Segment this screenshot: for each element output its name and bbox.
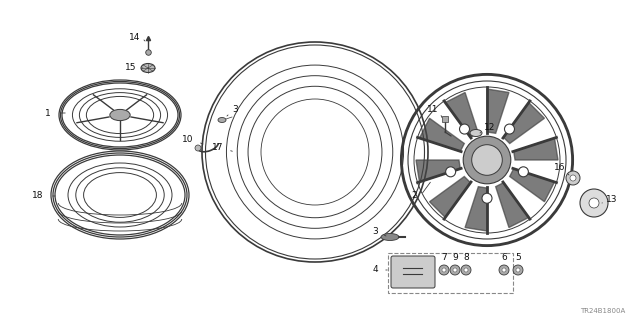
Circle shape [460,124,470,134]
Circle shape [464,268,468,272]
Circle shape [461,265,471,275]
Text: 6: 6 [501,252,507,261]
Text: 18: 18 [32,191,44,201]
Ellipse shape [381,234,399,241]
Text: 12: 12 [484,124,496,132]
Circle shape [570,175,576,181]
Text: 3: 3 [372,228,378,236]
Text: TR24B1800A: TR24B1800A [580,308,625,314]
Polygon shape [465,187,487,231]
Text: 1: 1 [45,108,51,117]
Text: 11: 11 [428,106,439,115]
Text: 16: 16 [554,164,566,172]
Circle shape [516,268,520,272]
Ellipse shape [470,130,482,137]
Polygon shape [495,183,529,228]
Ellipse shape [261,99,369,205]
Circle shape [195,145,201,151]
Text: 14: 14 [129,34,141,43]
Circle shape [513,265,523,275]
Circle shape [589,198,599,208]
Circle shape [580,189,608,217]
Circle shape [453,268,457,272]
Circle shape [439,265,449,275]
Polygon shape [445,92,478,137]
Circle shape [399,72,575,248]
Polygon shape [429,177,470,218]
Polygon shape [419,118,464,151]
Text: 17: 17 [212,143,224,153]
FancyBboxPatch shape [391,256,435,288]
Circle shape [445,167,456,177]
Circle shape [502,268,506,272]
Circle shape [442,268,446,272]
Ellipse shape [141,63,155,73]
Polygon shape [487,89,509,133]
Text: 8: 8 [463,252,469,261]
Text: 13: 13 [606,196,618,204]
Circle shape [566,171,580,185]
Text: 2: 2 [411,190,417,199]
Circle shape [518,167,529,177]
Text: 10: 10 [182,135,194,145]
Polygon shape [509,169,554,202]
Circle shape [482,193,492,203]
Circle shape [463,136,511,184]
Text: 5: 5 [515,252,521,261]
Text: 9: 9 [452,252,458,261]
Circle shape [499,265,509,275]
Ellipse shape [110,109,130,121]
Circle shape [450,265,460,275]
Text: 15: 15 [125,63,137,73]
Ellipse shape [218,117,226,123]
Circle shape [472,145,502,175]
Polygon shape [416,160,460,182]
Text: 7: 7 [441,252,447,261]
Text: 4: 4 [372,266,378,275]
Polygon shape [514,138,558,160]
Text: 3: 3 [232,106,238,115]
Polygon shape [504,102,545,143]
Bar [388,253,513,293]
Circle shape [504,124,515,134]
